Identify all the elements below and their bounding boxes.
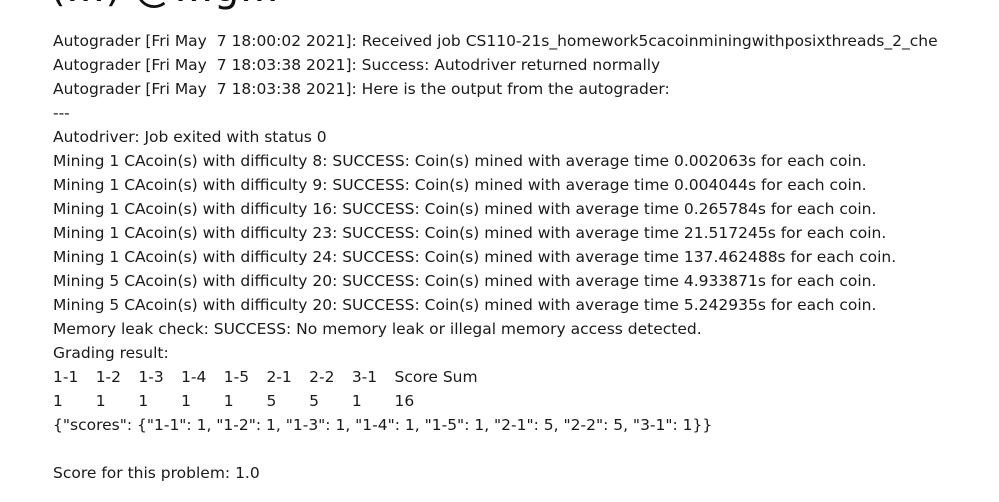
grading-table-value: 1 [95, 392, 106, 410]
grading-table-value: 1 [351, 392, 362, 410]
log-line-mining-1: Mining 1 CAcoin(s) with difficulty 8: SU… [53, 152, 867, 170]
grading-table-header: 1-4 [181, 368, 207, 386]
page-heading: (…) @…g… [50, 0, 279, 10]
log-line-mining-7: Mining 5 CAcoin(s) with difficulty 20: S… [53, 296, 877, 314]
final-score: Score for this problem: 1.0 [53, 464, 260, 482]
log-line-mining-2: Mining 1 CAcoin(s) with difficulty 9: SU… [53, 176, 867, 194]
grading-table-header: 3-1 [351, 368, 378, 386]
log-line-mining-3: Mining 1 CAcoin(s) with difficulty 16: S… [53, 200, 877, 218]
log-line-received: Autograder [Fri May 7 18:00:02 2021]: Re… [53, 32, 937, 50]
grading-table-header: 1-3 [138, 368, 164, 386]
grading-table-value: 1 [138, 392, 149, 410]
scores-json-line: {"scores": {"1-1": 1, "1-2": 1, "1-3": 1… [53, 416, 713, 434]
grading-table-value: 1 [223, 392, 234, 410]
grading-table-header-sum: Score Sum [394, 368, 478, 386]
log-line-output-intro: Autograder [Fri May 7 18:03:38 2021]: He… [53, 80, 670, 98]
blank-line [53, 437, 937, 461]
grading-table-value-sum: 16 [394, 392, 415, 410]
grading-table-header: 1-1 [53, 368, 79, 386]
grading-table-header-row: 1-1 1-2 1-3 1-4 1-5 2-1 2-2 3-1 Score Su… [53, 365, 937, 389]
log-line-grading-result: Grading result: [53, 344, 169, 362]
grading-table-header: 2-1 [266, 368, 292, 386]
grading-table-header: 1-2 [95, 368, 122, 386]
grading-table-value: 5 [309, 392, 319, 410]
log-line-mining-5: Mining 1 CAcoin(s) with difficulty 24: S… [53, 248, 897, 266]
grading-table-header: 2-2 [309, 368, 335, 386]
log-line-mining-6: Mining 5 CAcoin(s) with difficulty 20: S… [53, 272, 877, 290]
log-line-memory-check: Memory leak check: SUCCESS: No memory le… [53, 320, 702, 338]
log-line-exit-status: Autodriver: Job exited with status 0 [53, 128, 327, 146]
log-line-success: Autograder [Fri May 7 18:03:38 2021]: Su… [53, 56, 661, 74]
grading-table-header: 1-5 [223, 368, 250, 386]
grading-table-value-row: 1 1 1 1 1 5 5 1 16 [53, 389, 937, 413]
grading-table-value: 1 [53, 392, 63, 410]
log-line-separator: --- [53, 104, 70, 122]
grading-table-value: 5 [266, 392, 277, 410]
log-line-mining-4: Mining 1 CAcoin(s) with difficulty 23: S… [53, 224, 887, 242]
grading-table-value: 1 [181, 392, 191, 410]
autograder-output: Autograder [Fri May 7 18:00:02 2021]: Re… [53, 29, 937, 485]
